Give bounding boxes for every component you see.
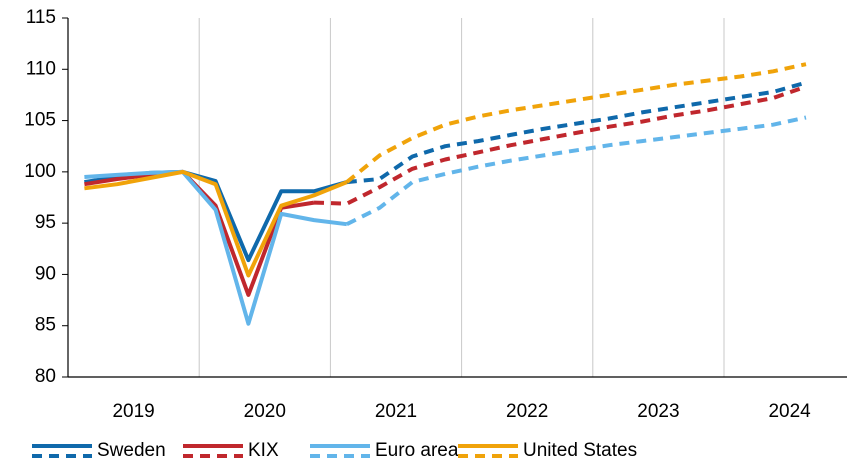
legend-label: KIX	[248, 440, 279, 461]
y-tick-label: 115	[26, 7, 56, 28]
y-tick-label: 100	[24, 161, 56, 182]
x-tick-label: 2024	[768, 401, 811, 422]
y-tick-label: 95	[35, 212, 56, 233]
line	[84, 169, 348, 326]
legend-label: Euro area	[375, 440, 459, 461]
forecast-line	[313, 84, 807, 206]
y-tick-label: 80	[35, 366, 56, 387]
line	[84, 169, 348, 278]
x-tick-label: 2020	[244, 401, 286, 422]
legend-label: Sweden	[97, 440, 166, 461]
forecast-line	[345, 115, 807, 226]
x-tick-label: 2023	[637, 401, 679, 422]
y-tick-label: 90	[35, 263, 56, 284]
legend-label: United States	[523, 440, 637, 461]
y-tick-label: 105	[24, 110, 56, 131]
x-tick-label: 2022	[506, 401, 548, 422]
forecast-line	[346, 80, 807, 185]
x-tick-label: 2021	[375, 401, 417, 422]
forecast-line	[345, 62, 807, 184]
y-tick-label: 110	[26, 58, 56, 79]
x-tick-label: 2019	[112, 401, 154, 422]
y-tick-label: 85	[35, 315, 56, 336]
